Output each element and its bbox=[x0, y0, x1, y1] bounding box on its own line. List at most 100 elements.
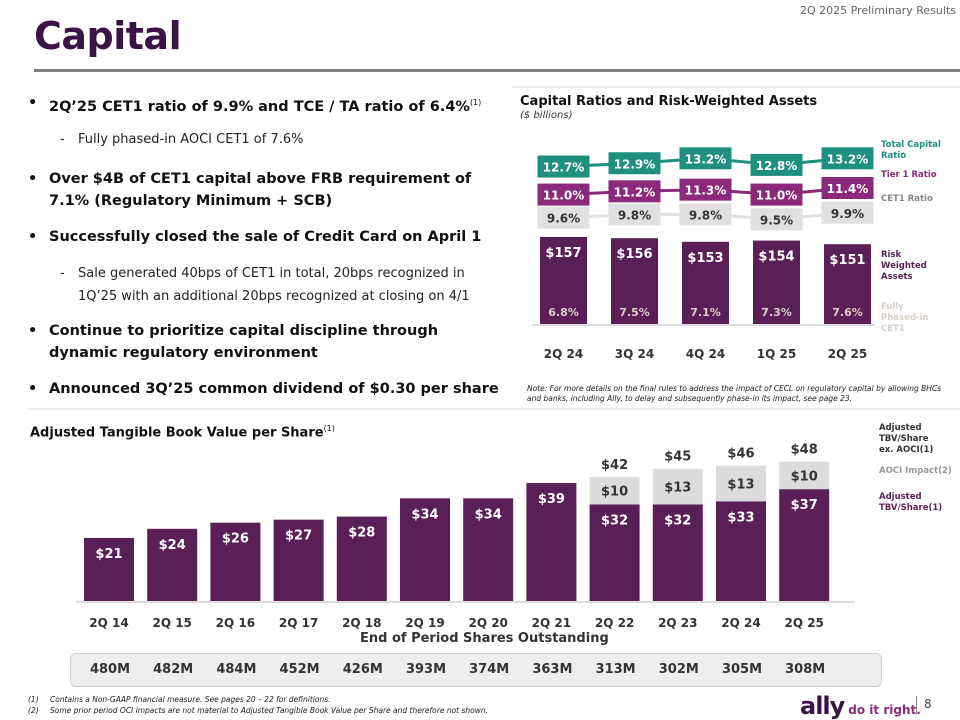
tbv-data-label: $37 bbox=[791, 498, 818, 513]
legend-label: CET1 bbox=[881, 324, 905, 334]
x-tick-label: 1Q 25 bbox=[757, 347, 796, 361]
ratio-marker bbox=[679, 147, 732, 170]
ratio-marker bbox=[750, 183, 803, 206]
ratio-data-label: 12.7% bbox=[543, 161, 585, 175]
legend-label: Weighted bbox=[881, 261, 927, 271]
shares-outstanding-row: 480M 482M 484M 452M 426M 393M 374M 363M 313M 302M… bbox=[70, 653, 882, 687]
tbv-chart: $21 2Q 14 $24 2Q 15 $26 2Q 16 $27 2Q 17 $28 2Q 18… bbox=[76, 423, 952, 630]
legend-label: Ratio bbox=[881, 151, 906, 161]
section-divider bbox=[512, 86, 960, 88]
ratio-marker bbox=[608, 180, 661, 203]
bullet-text: Announced 3Q’25 common dividend of $0.30… bbox=[49, 381, 499, 397]
logo-tagline: do it right. bbox=[848, 703, 921, 717]
capital-ratios-chart-subtitle: ($ billions) bbox=[520, 110, 573, 121]
aoci-data-label: $13 bbox=[727, 478, 754, 493]
tbv-bar bbox=[147, 528, 198, 602]
tbv-data-label: $34 bbox=[475, 507, 502, 522]
rwa-bar bbox=[682, 241, 729, 325]
x-tick-label: 2Q 19 bbox=[405, 616, 444, 630]
ratio-data-label: 11.0% bbox=[543, 189, 585, 203]
shares-outstanding-value: 374M bbox=[469, 662, 510, 677]
tbv-bar bbox=[84, 537, 134, 602]
ratio-data-label: 13.2% bbox=[827, 152, 869, 166]
x-tick-label: 4Q 24 bbox=[686, 347, 725, 361]
ratio-marker bbox=[821, 201, 874, 224]
total-data-label: $48 bbox=[791, 443, 818, 458]
legend-label: Phased-in bbox=[881, 313, 928, 323]
legend-label: Risk bbox=[881, 250, 902, 260]
bullet-text: Over $4B of CET1 capital above FRB requi… bbox=[49, 171, 472, 209]
tbv-data-label: $28 bbox=[348, 526, 375, 541]
ratio-data-label: 9.5% bbox=[760, 213, 793, 227]
bullet-text: Continue to prioritize capital disciplin… bbox=[49, 323, 439, 361]
ratio-marker bbox=[821, 177, 874, 199]
tbv-data-label: $21 bbox=[95, 547, 122, 562]
x-tick-label: 2Q 24 bbox=[721, 616, 760, 630]
legend-label: TBV/Share(1) bbox=[879, 503, 942, 513]
tbv-bar bbox=[210, 522, 261, 602]
tbv-bar bbox=[400, 498, 450, 602]
footnote-number: (1) bbox=[28, 695, 39, 704]
rwa-bar bbox=[540, 237, 587, 325]
ratio-data-label: 9.9% bbox=[831, 207, 864, 221]
tbv-bar bbox=[716, 501, 766, 602]
bullet-icon: • bbox=[28, 323, 38, 339]
total-data-label: $45 bbox=[664, 450, 691, 465]
ratio-data-label: 9.8% bbox=[618, 208, 651, 222]
ratio-data-label: 13.2% bbox=[685, 152, 727, 166]
x-tick-label: 2Q 25 bbox=[828, 347, 867, 361]
rwa-bar bbox=[824, 244, 871, 325]
ratio-data-label: 9.6% bbox=[547, 212, 580, 226]
section-divider bbox=[28, 408, 960, 410]
ratio-marker bbox=[679, 178, 732, 201]
shares-outstanding-value: 484M bbox=[216, 662, 257, 677]
legend-label: Assets bbox=[881, 272, 913, 282]
tbv-chart-title: Adjusted Tangible Book Value per Share(1… bbox=[30, 424, 335, 440]
legend-label: TBV/Share bbox=[879, 434, 929, 444]
tbv-data-label: $33 bbox=[727, 510, 754, 525]
tbv-data-label: $27 bbox=[285, 529, 312, 544]
aoci-data-label: $10 bbox=[791, 469, 818, 484]
legend-label: ex. AOCI(1) bbox=[879, 445, 933, 455]
ratio-data-label: 12.9% bbox=[614, 157, 656, 171]
logo-wordmark: ally bbox=[800, 692, 845, 720]
bullet-text: Successfully closed the sale of Credit C… bbox=[49, 229, 482, 245]
ratio-marker bbox=[821, 147, 874, 170]
tbv-bar bbox=[336, 516, 387, 602]
ratio-marker bbox=[608, 203, 661, 226]
capital-ratios-chart: 12.7% 12.9% 13.2% 12.8% 13.2% 11.0% 11.2% 11.3%… bbox=[532, 140, 941, 361]
rwa-data-label: $154 bbox=[758, 250, 794, 265]
tbv-data-label: $32 bbox=[664, 513, 691, 528]
tbv-data-label: $24 bbox=[159, 538, 186, 553]
footnote: (1) Contains a Non-GAAP financial measure… bbox=[28, 694, 488, 705]
aoci-bar bbox=[589, 476, 640, 505]
shares-outstanding-value: 452M bbox=[279, 662, 320, 677]
bullet-icon: • bbox=[28, 381, 38, 397]
ratio-data-label: 11.0% bbox=[756, 189, 798, 203]
tbv-data-label: $39 bbox=[538, 492, 565, 507]
x-tick-label: 2Q 23 bbox=[658, 616, 697, 630]
ratio-marker bbox=[679, 203, 732, 226]
title-divider bbox=[34, 69, 960, 72]
footnote-number: (2) bbox=[28, 706, 39, 715]
shares-outstanding-value: 363M bbox=[532, 662, 573, 677]
report-period-label: 2Q 2025 Preliminary Results bbox=[800, 4, 956, 17]
shares-outstanding-value: 426M bbox=[342, 662, 383, 677]
rwa-data-label: $153 bbox=[687, 251, 723, 266]
tbv-bar bbox=[463, 498, 514, 602]
legend-label: Adjusted bbox=[879, 423, 922, 433]
rwa-data-label: $157 bbox=[545, 246, 581, 261]
footnote: (2) Some prior period OCI impacts are not… bbox=[28, 705, 488, 716]
legend-label: Total Capital bbox=[881, 140, 941, 150]
sub-bullet-text: Fully phased-in AOCI CET1 of 7.6% bbox=[78, 132, 304, 147]
footnote-text: Contains a Non-GAAP financial measure. S… bbox=[50, 695, 331, 704]
aoci-bar bbox=[779, 461, 830, 490]
footnote-text: Some prior period OCI impacts are not ma… bbox=[50, 706, 489, 715]
tbv-bar bbox=[273, 519, 324, 602]
tbv-bar bbox=[526, 483, 577, 602]
legend-label: AOCI Impact(2) bbox=[879, 466, 952, 476]
tbv-chart-title-text: Adjusted Tangible Book Value per Share bbox=[30, 425, 324, 441]
shares-outstanding-value: 480M bbox=[89, 662, 131, 677]
ratio-marker bbox=[750, 208, 803, 231]
total-data-label: $42 bbox=[601, 458, 628, 473]
